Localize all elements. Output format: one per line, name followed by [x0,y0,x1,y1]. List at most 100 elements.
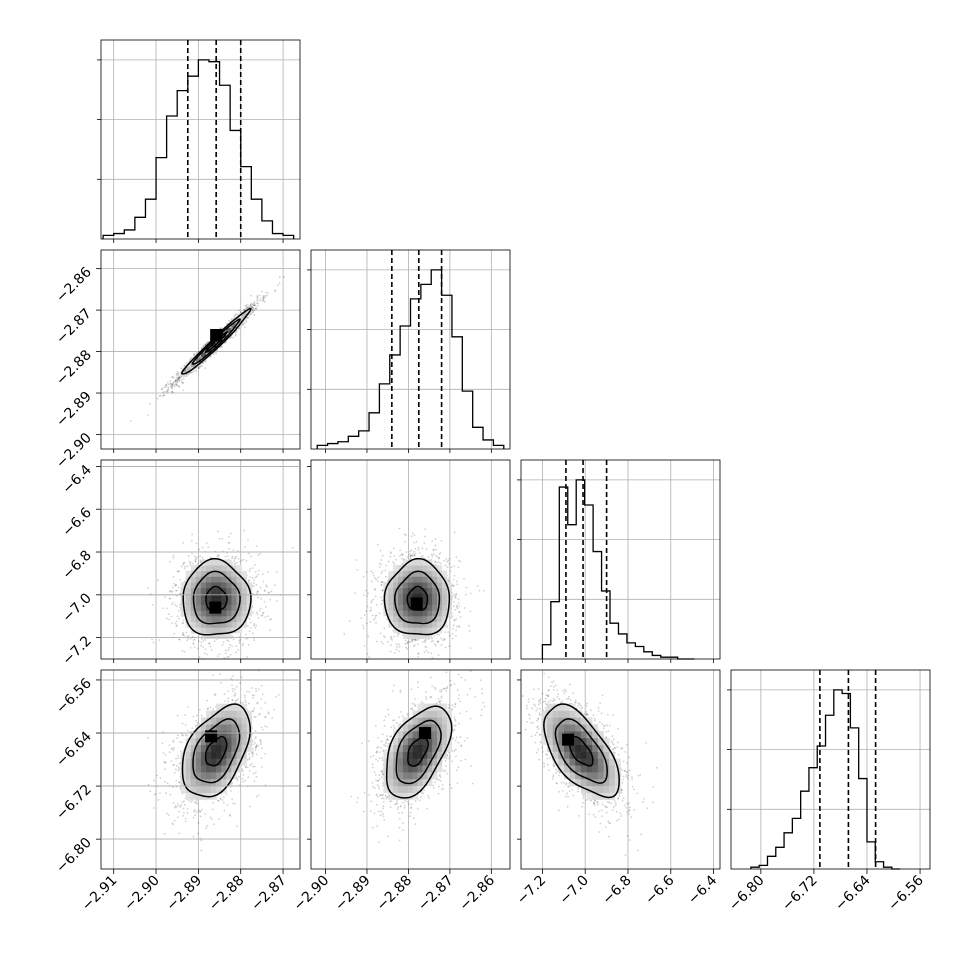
density-cell [241,604,247,611]
sample-point [238,327,240,330]
sample-point [376,640,378,643]
sample-point [453,619,456,622]
sample-point [396,632,399,635]
sample-point [392,560,394,563]
histogram-bars [750,689,901,870]
density-cell [412,616,418,622]
sample-point [238,639,241,642]
sample-point [175,374,178,377]
sample-point [204,343,207,346]
contour-0 [406,585,429,611]
sample-point [195,719,198,722]
sample-point [249,304,251,307]
sample-point [182,621,185,624]
sample-point [440,637,443,640]
density-cell [422,593,428,600]
sample-point [256,298,259,301]
sample-point [199,559,202,562]
density-cell [185,610,192,617]
sample-point [172,740,175,743]
sample-point [224,700,226,702]
sample-point [227,640,230,643]
density-cell [407,616,413,622]
sample-point [452,578,455,581]
density-cell [226,565,232,572]
sample-point [183,567,186,570]
density-cell [398,604,404,611]
scatter-content [146,670,280,852]
sample-point [252,585,255,588]
sample-point [171,386,174,389]
sample-point [237,648,240,651]
sample-point [397,643,400,646]
sample-point [226,639,229,642]
sample-point [166,390,169,393]
density-cell [402,610,409,617]
sample-point [430,674,432,676]
sample-point [256,300,259,302]
sample-point [411,640,413,643]
sample-point [233,315,236,318]
density-cell [441,587,448,594]
sample-point [249,576,251,579]
sample-point [183,561,186,564]
density-cell [216,587,222,594]
sample-point [256,590,259,593]
sample-point [269,629,271,632]
density-cell [200,593,207,600]
sample-point [180,565,183,568]
sample-point [424,535,426,538]
sample-point [257,573,260,576]
sample-point [185,373,188,376]
sample-point [175,372,178,375]
sample-point [178,781,180,784]
sample-point [147,587,150,589]
sample-point [175,605,178,608]
sample-point [171,586,174,589]
density-cell [427,627,433,634]
sample-point [182,382,184,384]
sample-point [208,642,211,645]
sample-point [221,643,224,646]
sample-point [129,420,132,422]
density-cell [246,593,253,600]
density-cell [241,313,247,319]
sample-point [415,638,418,641]
sample-point [190,660,192,662]
sample-point [183,651,186,653]
density-cell [236,593,242,600]
density-cell [221,627,227,634]
sample-point [176,379,179,381]
sample-point [262,611,265,614]
density-cell [412,621,418,628]
sample-point [253,309,255,312]
density-cell [437,604,443,611]
sample-point [374,588,377,591]
sample-point [187,554,190,557]
density-cell [407,610,413,617]
sample-point [436,640,439,643]
sample-point [384,569,387,572]
sample-point [186,811,189,814]
sample-point [168,618,171,621]
sample-point [435,644,438,647]
sample-point [195,557,197,560]
sample-point [263,301,266,303]
sample-point [181,801,184,804]
sample-point [218,653,221,656]
sample-point [245,633,247,636]
sample-point [448,634,451,637]
sample-point [213,352,215,355]
sample-point [389,650,392,653]
density-cell [221,576,227,583]
sample-point [440,644,443,646]
density-cell [211,582,217,589]
sample-point [380,559,383,561]
scatter-content [343,527,485,676]
sample-point [193,354,196,356]
sample-point [401,554,404,556]
sample-point [217,799,220,802]
sample-point [202,646,204,648]
sample-point [424,638,427,641]
